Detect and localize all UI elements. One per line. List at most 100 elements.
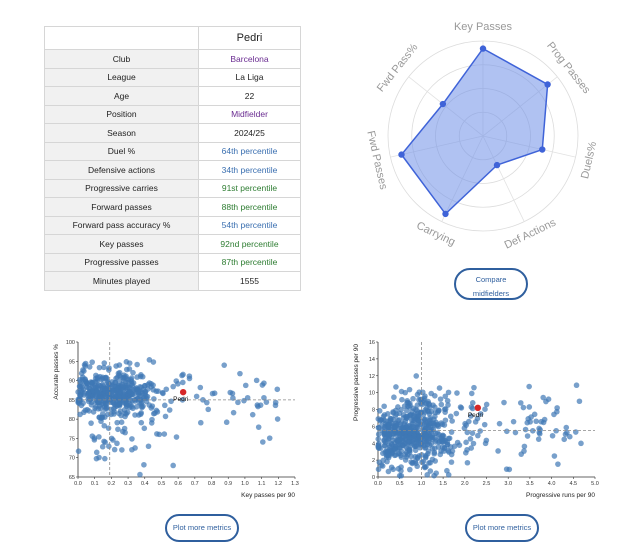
scatter-point [483,437,490,444]
scatter-point [97,392,103,398]
scatter-point [376,459,383,466]
scatter-point [414,424,420,430]
scatter-point [81,392,87,398]
scatter-point [129,380,135,387]
scatter-point [261,394,267,401]
plot-more-metrics-button-left[interactable]: Plot more metrics [165,514,239,542]
scatter-point [133,386,140,393]
scatter-point [394,445,401,451]
scatter-point [136,412,142,418]
scatter-point [418,432,425,439]
scatter-point [85,390,92,396]
scatter-point [422,426,429,432]
scatter-point [445,472,452,478]
scatter-point [405,429,412,435]
scatter-point [436,407,442,414]
scatter-point [127,385,134,391]
x-tick-label: 0.9 [224,481,232,487]
scatter-point [401,403,408,409]
scatter-point [422,454,429,461]
scatter-point [122,398,129,405]
scatter-point [90,392,96,398]
scatter-point [384,438,390,444]
compare-midfielders-button[interactable]: Compare midfielders [454,268,528,300]
scatter-point [95,398,101,405]
scatter-point [432,409,439,416]
x-tick-label: 1.5 [439,481,447,487]
scatter-point [76,397,83,403]
scatter-point [128,376,134,383]
scatter-point [99,414,106,421]
scatter-point [419,421,425,428]
scatter-point [429,434,435,440]
scatter-point [399,429,406,436]
scatter-point [449,418,455,424]
scatter-point [395,450,402,457]
scatter-point [417,433,423,440]
scatter-point [418,409,425,416]
scatter-point [126,366,133,372]
scatter-point [90,388,96,394]
scatter-point [115,401,121,408]
scatter-point [388,464,395,471]
scatter-point [101,364,107,371]
scatter-point [77,392,83,399]
scatter-point [549,432,556,439]
y-tick-label: 12 [369,374,375,380]
scatter-point [420,412,427,418]
scatter-point [119,381,126,388]
scatter-point [85,398,92,405]
scatter-point [105,390,111,396]
scatter-point [433,419,439,426]
scatter-point [381,403,387,410]
scatter-point [89,359,95,365]
scatter-point [468,413,474,419]
x-tick-label: 0.7 [191,481,199,487]
scatter-point [105,379,111,386]
scatter-point [398,428,405,434]
scatter-point [103,401,110,407]
scatter-point [527,419,534,425]
plot-more-metrics-button-right[interactable]: Plot more metrics [465,514,539,542]
scatter-point [117,390,124,396]
scatter-point [205,406,212,413]
scatter-point [428,426,435,433]
scatter-point [423,438,430,444]
scatter-point [381,430,387,437]
scatter-point [406,436,413,442]
x-tick-label: 1.0 [241,481,249,487]
scatter-point [405,446,411,453]
scatter-point [112,394,118,400]
scatter-point [93,388,100,394]
scatter-point [400,411,407,418]
scatter-point [390,431,397,437]
scatter-point [396,417,402,423]
scatter-point [385,421,391,428]
scatter-point [186,375,193,382]
scatter-point [441,445,448,451]
scatter-point [126,404,133,411]
scatter-point [139,390,145,396]
scatter-point [108,383,115,390]
radar-point [493,161,501,169]
scatter-point [141,461,147,468]
scatter-point [115,401,122,408]
scatter-point [524,433,531,439]
scatter-point [439,433,445,440]
scatter-point [376,440,382,447]
scatter-point [408,453,414,460]
scatter-point [390,446,397,452]
scatter-point [186,373,193,379]
scatter-point [200,397,206,403]
radar-point [539,146,546,153]
scatter-point [439,438,445,445]
scatter-point [399,396,405,403]
scatter-point [426,420,433,427]
scatter-point [115,426,121,433]
scatter-point [397,442,404,448]
row-label: League [44,67,199,87]
scatter-point [168,398,174,405]
scatter-point [422,435,428,442]
scatter-point [389,449,396,456]
scatter-point [112,403,118,410]
